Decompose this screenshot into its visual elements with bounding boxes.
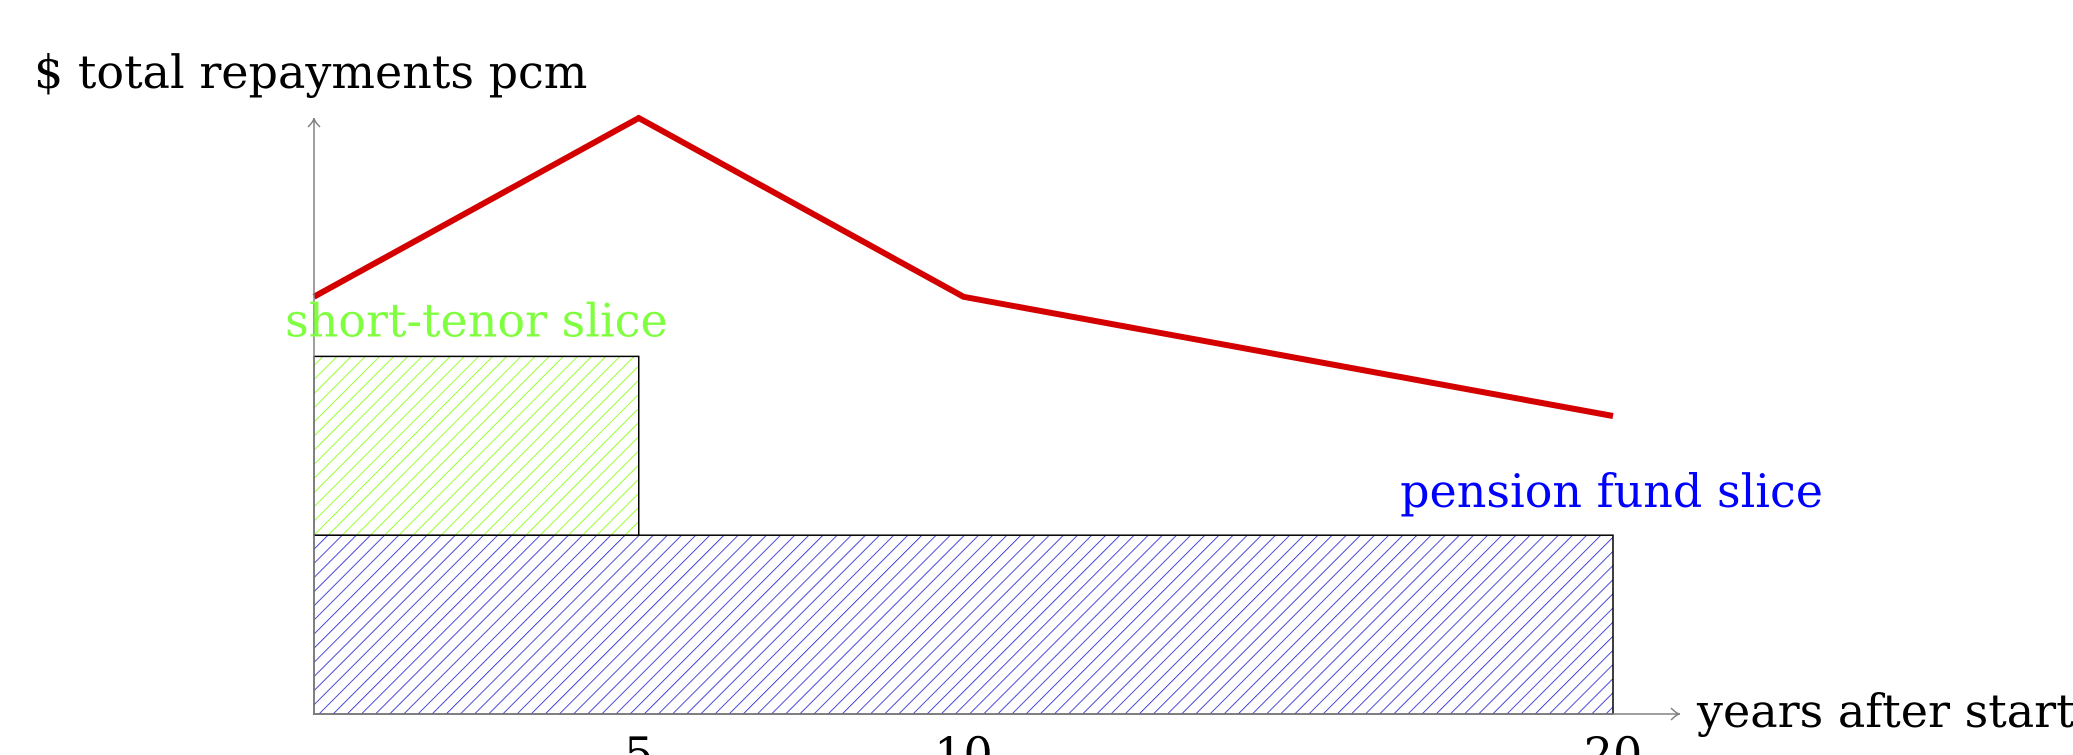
short-tenor-slice-region <box>313 355 640 536</box>
x-tick-label: 10 <box>934 727 993 755</box>
pension-fund-slice-region <box>313 534 1614 715</box>
x-axis-label: years after start <box>1696 684 2073 738</box>
x-axis-arrow <box>1670 707 1681 721</box>
x-tick-label: 5 <box>624 727 653 755</box>
axes <box>307 117 1681 721</box>
repayments-line <box>312 114 1614 419</box>
y-axis-arrow <box>307 117 321 128</box>
pension-fund-slice-label: pension fund slice <box>1400 464 1823 518</box>
x-tick-labels: 5 10 20 <box>624 727 1642 755</box>
y-axis-label: $ total repayments pcm <box>34 45 587 99</box>
slice-labels: pension fund slice short-tenor slice <box>285 293 1823 518</box>
x-tick-label: 20 <box>1584 727 1643 755</box>
slice-regions <box>313 355 1614 715</box>
short-tenor-slice-label: short-tenor slice <box>285 293 668 347</box>
